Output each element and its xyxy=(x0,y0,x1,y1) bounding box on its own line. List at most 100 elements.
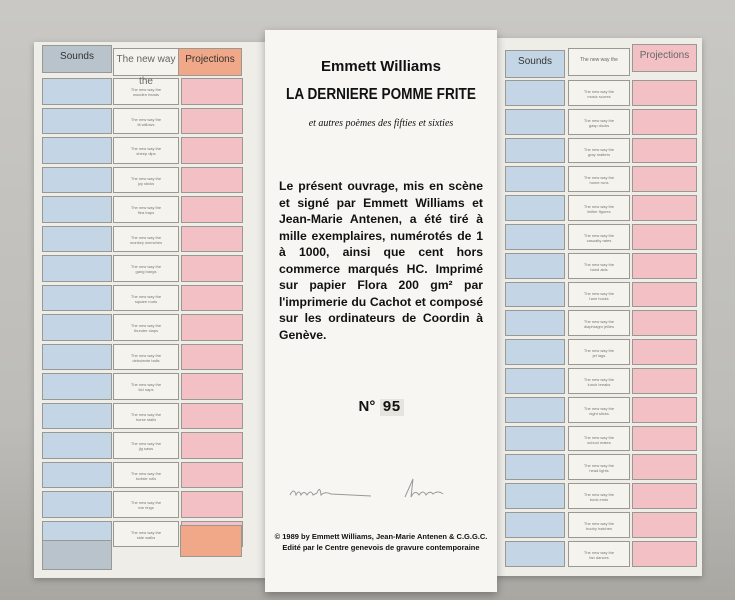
projection-slot[interactable] xyxy=(181,402,243,429)
projection-slot[interactable] xyxy=(181,255,243,282)
poem-card[interactable]: The new way the ham hocks xyxy=(568,281,630,308)
sound-slot[interactable] xyxy=(42,255,112,282)
projection-slot[interactable] xyxy=(632,512,697,538)
projection-slot[interactable] xyxy=(632,281,697,308)
projection-slot[interactable] xyxy=(181,284,243,311)
poem-card[interactable]: The new way the jig saws xyxy=(113,432,179,459)
poem-card[interactable]: The new way the kid naps xyxy=(113,373,179,400)
sound-slot[interactable] xyxy=(505,166,565,193)
poem-card[interactable]: The new way the gang bangs xyxy=(113,255,179,282)
poem-card[interactable]: The new way the diaphragm jellies xyxy=(568,310,630,337)
poem-card[interactable]: The new way the side walks xyxy=(113,520,179,547)
poem-card[interactable]: The new way the debutante balls xyxy=(113,343,179,370)
poem-card[interactable]: The new way the gray matters xyxy=(568,137,630,164)
projection-slot[interactable] xyxy=(632,166,697,193)
projection-slot[interactable] xyxy=(632,396,697,423)
poem-card[interactable]: The new way the tootsie rolls xyxy=(113,461,179,488)
sound-slot[interactable] xyxy=(42,314,112,341)
projection-slot[interactable] xyxy=(181,373,243,400)
poem-card[interactable]: The new way the father figures xyxy=(568,195,630,221)
sound-slot[interactable] xyxy=(42,196,112,223)
card-prefix: The new way the xyxy=(583,319,615,325)
poem-card[interactable]: The new way the lunch breaks xyxy=(568,368,630,394)
projection-slot[interactable] xyxy=(632,540,697,567)
sound-slot[interactable] xyxy=(42,137,112,164)
poem-card[interactable]: The new way thewooden heads xyxy=(113,78,179,105)
projection-slot[interactable] xyxy=(632,224,697,250)
sound-slot[interactable] xyxy=(505,454,565,481)
projection-slot[interactable] xyxy=(632,80,697,106)
poem-card[interactable]: The new way the tit willows xyxy=(113,107,179,134)
sound-slot[interactable] xyxy=(505,252,565,279)
poem-card[interactable]: The new way the fan dances xyxy=(568,540,630,567)
sound-slot[interactable] xyxy=(42,284,112,311)
poem-card[interactable]: The new way the jet lags xyxy=(568,339,630,365)
sound-slot[interactable] xyxy=(42,402,112,429)
poem-card[interactable]: The new way the thunder claps xyxy=(113,314,179,341)
poem-card[interactable]: The new way the sheep dips xyxy=(113,137,179,164)
sound-slot[interactable] xyxy=(505,80,565,106)
poem-card[interactable]: The new way the booby hatches xyxy=(568,512,630,538)
sound-slot[interactable] xyxy=(505,368,565,394)
poem-card[interactable]: The new way the book ends xyxy=(568,483,630,509)
projection-slot[interactable] xyxy=(632,454,697,481)
sound-slot[interactable] xyxy=(42,373,112,400)
projection-slot[interactable] xyxy=(181,491,243,518)
projection-slot[interactable] xyxy=(632,137,697,164)
sound-slot[interactable] xyxy=(42,225,112,252)
sound-slot[interactable] xyxy=(505,396,565,423)
projection-slot[interactable] xyxy=(632,425,697,452)
poem-card[interactable]: The new way the horse stalls xyxy=(113,402,179,429)
poem-card[interactable]: The new way the gasp docks xyxy=(568,108,630,135)
sound-slot[interactable] xyxy=(505,281,565,308)
projection-slot[interactable] xyxy=(632,310,697,337)
projection-slot[interactable] xyxy=(181,343,243,370)
sound-slot[interactable] xyxy=(42,461,112,488)
poem-card[interactable]: The new way the flea traps xyxy=(113,196,179,223)
projection-slot[interactable] xyxy=(632,195,697,221)
poem-card[interactable]: The new way the band aids xyxy=(568,252,630,279)
poem-card[interactable]: The new way the music scores xyxy=(568,80,630,106)
projection-tab[interactable] xyxy=(180,525,242,557)
poem-card[interactable]: The new way the school mates xyxy=(568,425,630,452)
projection-slot[interactable] xyxy=(632,368,697,394)
projection-slot[interactable] xyxy=(632,108,697,135)
projection-slot[interactable] xyxy=(181,432,243,459)
projection-slot[interactable] xyxy=(632,252,697,279)
sound-slot[interactable] xyxy=(42,343,112,370)
sound-slot[interactable] xyxy=(505,339,565,365)
sound-slot[interactable] xyxy=(505,137,565,164)
projection-slot[interactable] xyxy=(632,339,697,365)
sound-slot[interactable] xyxy=(505,425,565,452)
projection-slot[interactable] xyxy=(181,196,243,223)
poem-card[interactable]: The new way the casualty rates xyxy=(568,224,630,250)
projection-slot[interactable] xyxy=(181,314,243,341)
sound-slot[interactable] xyxy=(505,224,565,250)
sound-slot[interactable] xyxy=(42,107,112,134)
poem-card[interactable]: The new way the head lights xyxy=(568,454,630,481)
sound-slot[interactable] xyxy=(42,78,112,105)
poem-card[interactable]: The new way the joy sticks xyxy=(113,166,179,193)
sound-slot[interactable] xyxy=(42,432,112,459)
sound-slot[interactable] xyxy=(505,512,565,538)
projection-slot[interactable] xyxy=(181,107,243,134)
sound-slot[interactable] xyxy=(42,491,112,518)
sound-slot[interactable] xyxy=(505,108,565,135)
projection-slot[interactable] xyxy=(181,166,243,193)
sound-tab[interactable] xyxy=(42,540,112,570)
poem-card[interactable]: The new way the square roots xyxy=(113,284,179,311)
sound-slot[interactable] xyxy=(42,166,112,193)
sound-slot[interactable] xyxy=(505,540,565,567)
sound-slot[interactable] xyxy=(505,195,565,221)
projection-slot[interactable] xyxy=(181,461,243,488)
poem-card[interactable]: The new way the home runs xyxy=(568,166,630,193)
poem-card[interactable]: The new way the ear rings xyxy=(113,491,179,518)
sound-slot[interactable] xyxy=(505,483,565,509)
projection-slot[interactable] xyxy=(181,78,243,105)
poem-card[interactable]: The new way the monkey wrenches xyxy=(113,225,179,252)
projection-slot[interactable] xyxy=(181,225,243,252)
sound-slot[interactable] xyxy=(505,310,565,337)
projection-slot[interactable] xyxy=(632,483,697,509)
projection-slot[interactable] xyxy=(181,137,243,164)
poem-card[interactable]: The new way the night sticks xyxy=(568,396,630,423)
